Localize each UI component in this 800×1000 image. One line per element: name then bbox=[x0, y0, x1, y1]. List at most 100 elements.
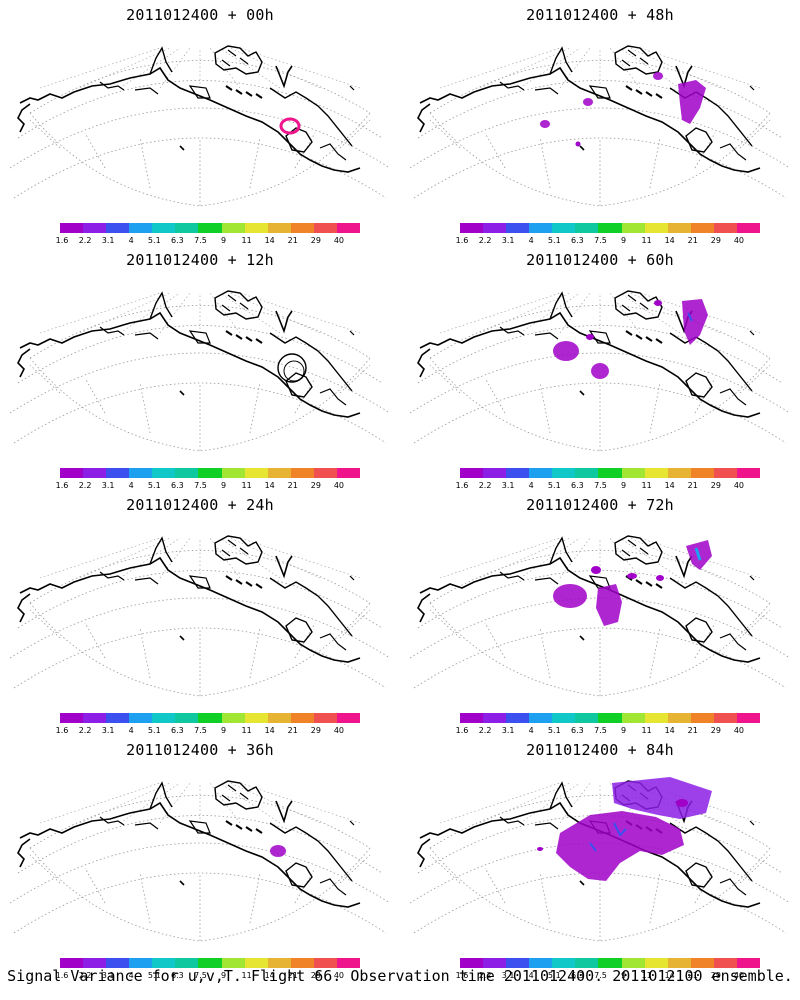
colorbar-tick-label: 2.2 bbox=[78, 481, 92, 490]
colorbar-tick-label: 6.3 bbox=[571, 726, 584, 735]
colorbar-swatch bbox=[106, 223, 130, 233]
colorbar-swatch bbox=[60, 713, 84, 723]
colorbar-tick-label: 40 bbox=[333, 726, 345, 735]
colorbar-swatch bbox=[244, 713, 268, 723]
colorbar-tick-label: 1.6 bbox=[455, 971, 469, 980]
colorbar-tick-label: 7.5 bbox=[594, 971, 607, 980]
colorbar-tick-label: 14 bbox=[264, 726, 275, 735]
colorbar-swatch bbox=[667, 223, 691, 233]
panel-title: 2011012400 + 48h bbox=[526, 6, 674, 24]
colorbar-tick-label: 2.2 bbox=[78, 726, 92, 735]
colorbar-tick-label: 5.1 bbox=[547, 481, 561, 490]
colorbar-swatch bbox=[552, 713, 576, 723]
colorbar-swatch bbox=[667, 958, 691, 968]
map-panel: 2011012400 + 84h bbox=[400, 735, 800, 980]
colorbar-swatch bbox=[60, 223, 84, 233]
colorbar-tick-label: 1.6 bbox=[55, 971, 69, 980]
colorbar-swatch bbox=[598, 223, 622, 233]
colorbar-tick-label: 6.3 bbox=[571, 481, 584, 490]
colorbar-swatch bbox=[713, 713, 737, 723]
coastlines bbox=[17, 290, 361, 418]
colorbar-tick-label: 1.6 bbox=[455, 236, 469, 245]
colorbar-swatch bbox=[575, 468, 599, 478]
colorbar-tick-label: 29 bbox=[710, 726, 721, 735]
colorbar-swatch bbox=[506, 223, 530, 233]
map-panel: 2011012400 + 00h 1.6 2.2 3.1 4 5.1 6.3 7.5 9 11 1… bbox=[0, 0, 400, 245]
colorbar bbox=[60, 713, 361, 723]
variance-field bbox=[553, 540, 712, 626]
colorbar bbox=[60, 468, 361, 478]
colorbar-swatch bbox=[244, 958, 268, 968]
colorbar-tick-label: 5.1 bbox=[147, 236, 161, 245]
colorbar-swatch bbox=[529, 223, 553, 233]
colorbar-tick-label: 14 bbox=[264, 236, 275, 245]
variance-field bbox=[540, 72, 706, 147]
colorbar-tick-label: 7.5 bbox=[594, 726, 607, 735]
colorbar-swatch bbox=[290, 713, 314, 723]
colorbar-tick-label: 3.1 bbox=[101, 971, 115, 980]
colorbar-swatch bbox=[736, 958, 761, 968]
colorbar-swatch bbox=[244, 468, 268, 478]
colorbar-labels: 1.6 2.2 3.1 4 5.1 6.3 7.5 9 11 14 21 29 40 bbox=[56, 481, 360, 491]
colorbar-swatch bbox=[598, 713, 622, 723]
colorbar-tick-label: 4 bbox=[528, 971, 534, 980]
colorbar-tick-label: 11 bbox=[641, 726, 652, 735]
colorbar-tick-label: 4 bbox=[528, 726, 534, 735]
colorbar-tick-label: 4 bbox=[128, 726, 134, 735]
colorbar-swatch bbox=[713, 468, 737, 478]
colorbar-swatch bbox=[129, 713, 153, 723]
colorbar-swatch bbox=[290, 468, 314, 478]
colorbar-swatch bbox=[267, 958, 291, 968]
map-grid bbox=[9, 292, 391, 452]
colorbar-tick-label: 2.2 bbox=[478, 726, 492, 735]
colorbar-swatch bbox=[198, 223, 222, 233]
colorbar-tick-label: 6.3 bbox=[171, 481, 184, 490]
coastlines bbox=[17, 45, 361, 173]
panel-title: 2011012400 + 84h bbox=[526, 741, 674, 759]
colorbar-swatch bbox=[644, 713, 668, 723]
colorbar-swatch bbox=[244, 223, 268, 233]
colorbar-swatch bbox=[152, 713, 176, 723]
colorbar-swatch bbox=[221, 223, 245, 233]
colorbar-swatch bbox=[336, 223, 361, 233]
colorbar-tick-label: 9 bbox=[620, 236, 627, 245]
colorbar-swatch bbox=[106, 713, 130, 723]
colorbar-tick-label: 29 bbox=[710, 481, 721, 490]
colorbar-tick-label: 21 bbox=[687, 726, 698, 735]
map-grid bbox=[9, 47, 391, 207]
colorbar-swatch bbox=[552, 468, 576, 478]
colorbar-swatch bbox=[290, 958, 314, 968]
colorbar-tick-label: 1.6 bbox=[55, 726, 69, 735]
colorbar-tick-label: 3.1 bbox=[501, 971, 515, 980]
colorbar-tick-label: 40 bbox=[333, 236, 345, 245]
colorbar-tick-label: 9 bbox=[620, 971, 627, 980]
colorbar-swatch bbox=[460, 713, 484, 723]
colorbar-swatch bbox=[83, 958, 107, 968]
colorbar bbox=[460, 958, 761, 968]
colorbar-labels: 1.6 2.2 3.1 4 5.1 6.3 7.5 9 11 14 21 29 40 bbox=[56, 236, 360, 246]
colorbar-swatch bbox=[575, 713, 599, 723]
colorbar-tick-label: 11 bbox=[641, 236, 652, 245]
colorbar-swatch bbox=[152, 223, 176, 233]
colorbar-swatch bbox=[460, 223, 484, 233]
colorbar-tick-label: 21 bbox=[687, 236, 698, 245]
colorbar-swatch bbox=[460, 468, 484, 478]
colorbar-swatch bbox=[152, 468, 176, 478]
colorbar-swatch bbox=[667, 468, 691, 478]
colorbar-swatch bbox=[667, 713, 691, 723]
map-panel: 2011012400 + 36h 1.6 2.2 3.1 4 5.1 6.3 7.5 9 11 1… bbox=[0, 735, 400, 980]
colorbar-tick-label: 14 bbox=[264, 971, 275, 980]
colorbar-swatch bbox=[506, 713, 530, 723]
colorbar-swatch bbox=[736, 223, 761, 233]
colorbar-tick-label: 7.5 bbox=[194, 236, 207, 245]
map-panel: 2011012400 + 72h bbox=[400, 490, 800, 735]
coastlines bbox=[17, 535, 361, 663]
variance-field bbox=[277, 353, 307, 383]
colorbar-tick-label: 3.1 bbox=[501, 236, 515, 245]
colorbar-swatch bbox=[575, 958, 599, 968]
colorbar-tick-label: 6.3 bbox=[571, 971, 584, 980]
colorbar-swatch bbox=[483, 223, 507, 233]
colorbar-tick-label: 11 bbox=[241, 971, 252, 980]
colorbar-swatch bbox=[598, 468, 622, 478]
coastlines bbox=[417, 535, 761, 663]
